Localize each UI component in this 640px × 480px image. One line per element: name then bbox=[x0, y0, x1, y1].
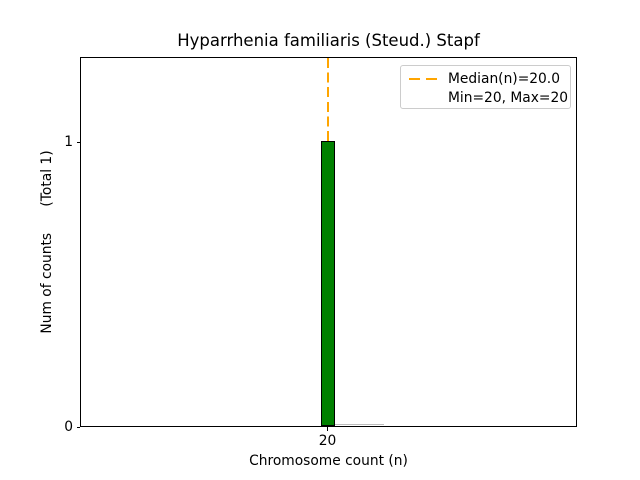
legend: Median(n)=20.0 Min=20, Max=20 bbox=[400, 65, 571, 109]
empty-swatch bbox=[409, 97, 439, 99]
chart-title: Hyparrhenia familiaris (Steud.) Stapf bbox=[177, 31, 480, 50]
legend-entry-median: Median(n)=20.0 bbox=[409, 69, 562, 89]
y-tick-mark-1 bbox=[76, 141, 80, 143]
zero-count-bar-edges bbox=[335, 424, 384, 426]
legend-label-median: Median(n)=20.0 bbox=[448, 70, 560, 87]
y-tick-label-1: 1 bbox=[64, 134, 73, 150]
histogram-bar-20 bbox=[321, 141, 335, 426]
x-axis-label: Chromosome count (n) bbox=[249, 453, 408, 469]
plot-area: Median(n)=20.0 Min=20, Max=20 bbox=[80, 57, 577, 427]
y-axis-label: Num of counts (Total 1) bbox=[39, 150, 55, 334]
median-line-swatch bbox=[409, 77, 439, 80]
x-tick-mark-20 bbox=[327, 427, 328, 431]
y-tick-mark-0 bbox=[76, 426, 80, 428]
legend-entry-minmax: Min=20, Max=20 bbox=[409, 89, 568, 109]
x-tick-label-20: 20 bbox=[318, 433, 337, 449]
y-tick-label-0: 0 bbox=[64, 419, 73, 435]
legend-label-minmax: Min=20, Max=20 bbox=[448, 90, 569, 107]
